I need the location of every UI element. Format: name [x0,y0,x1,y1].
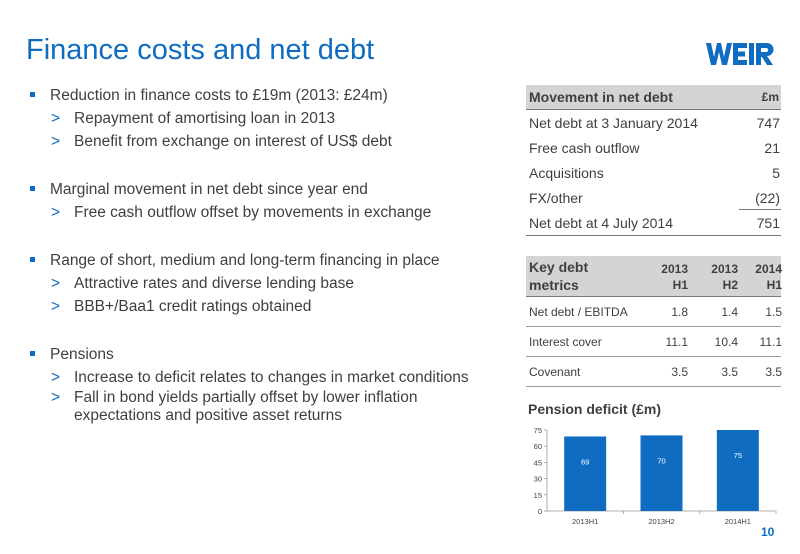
key-debt-metrics-table: Key debt metrics 2013 H1 2013 H2 2014 H1… [526,256,782,387]
pension-deficit-chart: 0 15 30 45 60 75 69 2013H1 70 2013H2 75 2014H1 [534,426,777,526]
table-row: Net debt / EBITDA 1.8 1.4 1.5 [526,297,782,327]
table-row: Free cash outflow 21 [529,139,780,156]
bullet-financing: Range of short, medium and long-term fin… [26,249,506,318]
bullet-square-icon [30,351,35,356]
bullet-list: Reduction in finance costs to £19m (2013… [26,84,506,425]
table-row: FX/other (22) [526,185,781,210]
column-header: 2014 H1 [755,262,782,292]
bullet-square-icon [30,186,35,191]
weir-logo [706,43,774,65]
y-tick-label: 45 [534,458,542,467]
y-tick-label: 60 [534,442,542,451]
data-label: 70 [657,456,665,465]
slide-title: Finance costs and net debt [26,34,375,66]
chart-title: Pension deficit (£m) [528,401,662,417]
chevron-right-icon: > [51,369,61,386]
table-row: Covenant 3.5 3.5 3.5 [526,357,782,387]
chevron-right-icon: > [51,110,61,127]
chevron-right-icon: > [51,204,61,221]
chevron-right-icon: > [51,133,61,150]
bar [716,430,759,511]
table-header: Movement in net debt £m [526,85,781,110]
bullet-pensions: Pensions > Increase to deficit relates to… [26,343,506,425]
table-row-total: Net debt at 4 July 2014 751 [529,214,780,231]
column-header: 2013 H2 [711,262,738,292]
bar [564,436,607,511]
bar [640,435,683,511]
table-row: Acquisitions 5 [529,164,780,181]
bullet-finance-costs: Reduction in finance costs to £19m (2013… [26,84,506,153]
data-label: 75 [734,451,742,460]
y-tick-label: 75 [534,426,542,435]
bullet-square-icon [30,92,35,97]
data-label: 69 [581,457,589,466]
bullet-square-icon [30,257,35,262]
table-bottom-rule [526,235,781,236]
column-header: 2013 H1 [661,262,688,292]
x-tick-label: 2014H1 [725,517,751,526]
page-number: 10 [761,525,775,539]
movement-net-debt-table: Movement in net debt £m Net debt at 3 Ja… [526,85,781,236]
chevron-right-icon: > [51,275,61,292]
x-tick-label: 2013H2 [648,517,674,526]
y-tick-label: 0 [538,507,542,516]
chevron-right-icon: > [51,298,61,315]
subtotal-rule [739,209,781,210]
y-tick-label: 15 [534,491,542,500]
table-row: Net debt at 3 January 2014 747 [529,114,780,131]
bullet-net-debt: Marginal movement in net debt since year… [26,178,506,224]
x-tick-label: 2013H1 [572,517,598,526]
table-row: Interest cover 11.1 10.4 11.1 [526,327,782,357]
table-header: Key debt metrics 2013 H1 2013 H2 2014 H1 [526,256,782,297]
y-tick-label: 30 [534,475,542,484]
chevron-right-icon: > [51,389,61,406]
